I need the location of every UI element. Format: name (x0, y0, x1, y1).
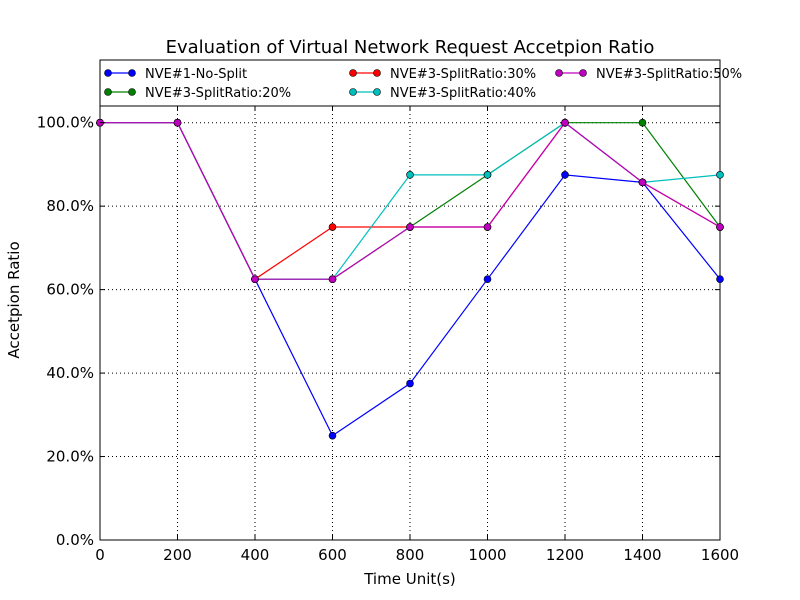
legend-marker (349, 69, 357, 77)
legend-marker (128, 69, 136, 77)
y-axis-label: Accetpion Ratio (5, 241, 23, 358)
series-1 (96, 118, 724, 440)
legend: NVE#1-No-Split NVE#3-SplitRatio:30% NVE#3-… (99, 59, 742, 107)
data-point (173, 118, 182, 127)
x-tick-label: 1400 (623, 546, 661, 564)
y-tick-label: 40.0% (46, 364, 94, 382)
data-point (406, 379, 414, 388)
legend-marker (349, 88, 357, 96)
x-tick-label: 800 (396, 546, 425, 564)
legend-frame (99, 59, 721, 107)
x-tick-label: 0 (95, 546, 105, 564)
data-point (406, 223, 414, 231)
series-5 (96, 118, 724, 283)
chart-title: Evaluation of Virtual Network Request Ac… (166, 37, 655, 58)
legend-marker (128, 88, 136, 96)
data-point (328, 431, 337, 440)
data-point (561, 171, 569, 179)
axis-ticks: 0 200 400 600 800 1000 1200 1400 1600 0.0% 20.0% 40… (37, 106, 739, 564)
legend-item: NVE#3-SplitRatio:40% (349, 86, 536, 101)
x-tick-label: 1000 (468, 546, 506, 564)
legend-marker (373, 69, 381, 77)
x-tick-label: 400 (241, 546, 270, 564)
series-group (96, 118, 724, 440)
data-point (716, 171, 724, 179)
y-tick-label: 100.0% (37, 114, 94, 132)
data-point (716, 275, 724, 283)
data-point (406, 171, 414, 179)
data-point (328, 223, 337, 231)
y-tick-label: 60.0% (46, 281, 94, 299)
data-point (483, 171, 492, 179)
legend-label: NVE#3-SplitRatio:40% (390, 86, 536, 101)
x-tick-label: 1600 (701, 546, 739, 564)
data-point (638, 118, 647, 127)
legend-marker (104, 69, 112, 77)
y-tick-label: 0.0% (56, 531, 94, 549)
legend-marker (555, 69, 563, 77)
legend-item: NVE#3-SplitRatio:30% (349, 67, 536, 82)
legend-item: NVE#1-No-Split (104, 67, 247, 82)
legend-label: NVE#3-SplitRatio:30% (390, 67, 536, 82)
y-tick-label: 80.0% (46, 197, 94, 215)
series-line (100, 122, 721, 437)
legend-marker (579, 69, 587, 77)
data-point (328, 275, 337, 283)
data-point (483, 223, 492, 231)
data-point (716, 223, 724, 231)
x-axis-label: Time Unit(s) (363, 570, 456, 588)
legend-label: NVE#3-SplitRatio:50% (596, 67, 742, 82)
data-point (483, 275, 492, 283)
legend-item: NVE#3-SplitRatio:50% (555, 67, 742, 82)
legend-label: NVE#3-SplitRatio:20% (145, 86, 291, 101)
x-tick-label: 1200 (546, 546, 584, 564)
x-tick-label: 200 (163, 546, 192, 564)
data-point (561, 118, 569, 127)
legend-marker (104, 88, 112, 96)
x-tick-label: 600 (318, 546, 347, 564)
legend-item: NVE#3-SplitRatio:20% (104, 86, 291, 101)
legend-label: NVE#1-No-Split (145, 67, 247, 82)
legend-marker (373, 88, 381, 96)
data-point (251, 275, 259, 283)
y-tick-label: 20.0% (46, 448, 94, 466)
data-point (638, 178, 647, 187)
